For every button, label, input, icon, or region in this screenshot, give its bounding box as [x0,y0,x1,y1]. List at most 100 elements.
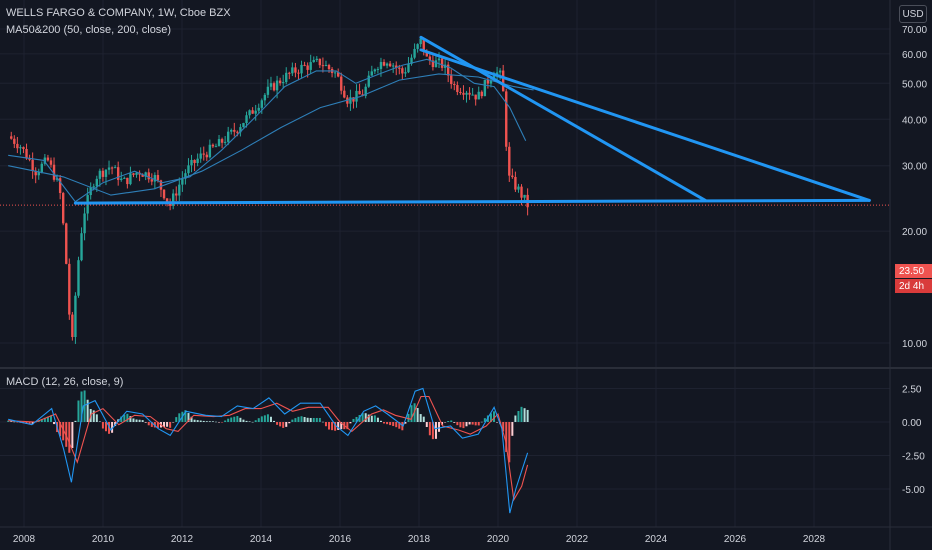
macd-histogram-bar [493,411,496,422]
candle-body [123,177,126,179]
candle-body [306,65,309,70]
candle-body [465,92,468,95]
macd-histogram-bar [273,420,276,422]
candle-body [278,80,282,84]
candle-body [468,92,471,95]
macd-signal-line [8,395,529,502]
macd-histogram-bar [254,420,257,422]
candle-body [300,64,303,74]
candle-body [376,68,380,70]
macd-histogram-bar [321,421,324,423]
candle-body [61,193,65,224]
macd-histogram-bar [236,416,239,422]
macd-histogram-bar [373,415,376,422]
candle-body [266,86,270,95]
macd-histogram-bar [376,417,379,422]
macd-histogram-bar [230,417,233,422]
candle-body [263,94,267,101]
macd-histogram-bar [352,418,355,422]
candle-body [40,163,44,173]
macd-histogram-bar [77,400,80,422]
candle-body [285,72,288,83]
candle-body [269,83,273,87]
candle-body [46,157,50,161]
macd-tick-label: -5.00 [902,485,925,496]
candle-body [395,65,398,68]
macd-histogram-bar [120,416,123,422]
macd-histogram-bar [248,421,251,422]
time-tick-label: 2022 [566,534,589,545]
macd-histogram-bar [169,422,172,428]
macd-histogram-bar [144,422,147,423]
candle-body [483,79,487,97]
macd-histogram-bar [447,421,450,422]
last-price-tag: 23.50 [895,264,932,278]
candle-body [391,65,395,67]
candle-body [208,144,212,158]
candle-body [159,180,163,190]
macd-histogram-bar [199,420,202,422]
macd-histogram-bar [367,414,370,422]
macd-histogram-bar [425,422,428,428]
candle-body [83,213,86,234]
macd-histogram-bar [334,422,337,431]
candle-body [416,44,419,49]
candle-body [489,79,493,84]
candle-body [486,79,490,84]
macd-histogram-bar [156,422,159,428]
candle-body [55,178,59,180]
macd-histogram-bar [46,416,49,422]
candle-body [230,129,233,132]
macd-histogram-bar [315,417,318,422]
candle-body [144,172,147,177]
candle-body [74,295,77,338]
candle-body [92,186,95,188]
macd-histogram-bar [135,419,138,422]
macd-histogram-bar [172,422,175,423]
macd-histogram-bar [422,416,425,422]
candle-body [498,70,502,73]
macd-histogram-bar [312,417,315,422]
candle-body [239,127,242,133]
macd-histogram-bar [208,421,211,422]
candle-body [220,139,224,143]
macd-histogram-bar [251,421,254,423]
candle-body [116,167,120,180]
candle-body [236,131,239,133]
candle-body [254,110,257,114]
candle-body [434,60,438,68]
macd-histogram-bar [53,422,56,425]
candle-body [294,67,297,73]
macd-histogram-bar [502,422,505,432]
candle-body [16,143,19,149]
candle-body [523,194,526,198]
macd-histogram-bar [178,413,181,422]
time-tick-label: 2018 [408,534,431,545]
macd-histogram-bar [468,422,471,425]
candle-body [80,233,83,261]
candle-body [358,90,361,95]
macd-histogram-bar [431,422,434,440]
candle-body [367,75,370,87]
macd-histogram-bar [517,410,520,422]
macd-histogram-bar [489,413,492,422]
candle-body [71,314,74,338]
time-tick-label: 2014 [250,534,273,545]
currency-button[interactable]: USD [899,5,927,23]
macd-histogram-bar [205,421,208,422]
macd-histogram-bar [13,421,16,423]
macd-histogram-bar [349,422,352,424]
macd-histogram-bar [474,422,477,426]
macd-histogram-bar [276,422,279,425]
macd-histogram-bar [285,422,288,427]
price-tick-label: 70.00 [902,25,927,36]
candle-body [388,63,392,67]
macd-histogram-bar [459,422,462,428]
macd-histogram-bar [306,417,309,422]
candle-body [410,57,413,64]
candle-body [336,72,340,77]
candle-body [223,141,227,143]
candle-body [58,178,62,194]
